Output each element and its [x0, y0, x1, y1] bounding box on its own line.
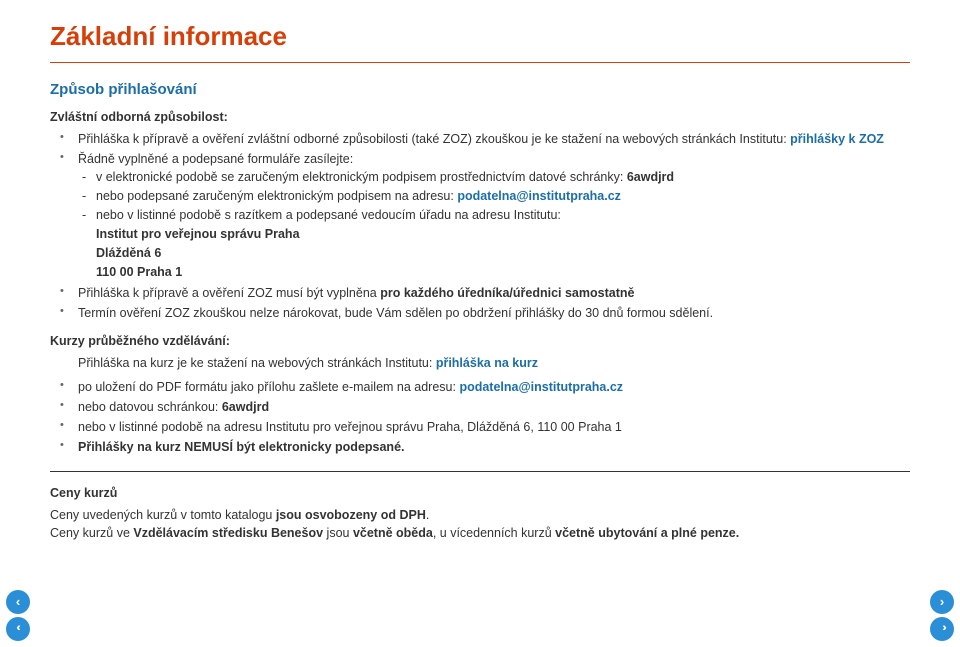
text: Přihláška k přípravě a ověření zvláštní … — [78, 132, 790, 146]
text: nebo v listinné podobě na adresu Institu… — [78, 420, 622, 434]
text: Ceny kurzů ve — [50, 526, 133, 540]
text-bold: včetně oběda — [353, 526, 433, 540]
ceny-line2: Ceny kurzů ve Vzdělávacím středisku Bene… — [50, 524, 910, 542]
zoz-link[interactable]: přihlášky k ZOZ — [790, 132, 884, 146]
text: Termín ověření ZOZ zkouškou nelze nároko… — [78, 306, 713, 320]
nav-prev-group: ‹ ‹‹ — [6, 587, 30, 641]
text-bold: Přihlášky na kurz NEMUSÍ být elektronick… — [78, 440, 405, 454]
text: po uložení do PDF formátu jako přílohu z… — [78, 380, 459, 394]
list-item: nebo v listinné podobě s razítkem a pode… — [96, 206, 910, 282]
text-bold: pro každého úředníka/úřednici samostatně — [380, 286, 634, 300]
text-bold: Vzdělávacím středisku Benešov — [133, 526, 323, 540]
list-item: po uložení do PDF formátu jako přílohu z… — [78, 378, 910, 396]
text: Přihláška k přípravě a ověření ZOZ musí … — [78, 286, 380, 300]
text: nebo v listinné podobě s razítkem a pode… — [96, 208, 561, 222]
text: Ceny uvedených kurzů v tomto katalogu — [50, 508, 276, 522]
prev-button[interactable]: ‹ — [6, 590, 30, 614]
section-heading: Způsob přihlašování — [50, 79, 910, 101]
page-title: Základní informace — [50, 18, 910, 56]
kurzy-intro: Přihláška na kurz je ke stažení na webov… — [50, 354, 910, 372]
data-box-id: 6awdjrd — [222, 400, 269, 414]
dash-list: v elektronické podobě se zaručeným elekt… — [78, 168, 910, 282]
kurzy-heading: Kurzy průběžného vzdělávání: — [50, 332, 910, 350]
text-bold: včetně ubytování a plné penze. — [555, 526, 739, 540]
zoz-list: Přihláška k přípravě a ověření zvláštní … — [50, 130, 910, 322]
zoz-heading: Zvláštní odborná způsobilost: — [50, 108, 910, 126]
text: v elektronické podobě se zaručeným elekt… — [96, 170, 627, 184]
text-bold: jsou osvobozeny od DPH — [276, 508, 426, 522]
list-item: Přihlášky na kurz NEMUSÍ být elektronick… — [78, 438, 910, 456]
list-item: Termín ověření ZOZ zkouškou nelze nároko… — [78, 304, 910, 322]
ceny-heading: Ceny kurzů — [50, 484, 910, 502]
next-button[interactable]: › — [930, 590, 954, 614]
email-link[interactable]: podatelna@institutpraha.cz — [459, 380, 623, 394]
text: jsou — [323, 526, 353, 540]
list-item: nebo datovou schránkou: 6awdjrd — [78, 398, 910, 416]
list-item: Řádně vyplněné a podepsané formuláře zas… — [78, 150, 910, 282]
text: , u vícedenních kurzů — [433, 526, 555, 540]
text: Přihláška na kurz je ke stažení na webov… — [78, 356, 436, 370]
text: Řádně vyplněné a podepsané formuláře zas… — [78, 152, 353, 166]
nav-next-group: › ›› — [930, 587, 954, 641]
email-link[interactable]: podatelna@institutpraha.cz — [457, 189, 621, 203]
address-line: Institut pro veřejnou správu Praha — [96, 225, 910, 243]
kurz-link[interactable]: přihláška na kurz — [436, 356, 538, 370]
section-divider — [50, 471, 910, 472]
list-item: Přihláška k přípravě a ověření ZOZ musí … — [78, 284, 910, 302]
address-line: 110 00 Praha 1 — [96, 263, 910, 281]
list-item: v elektronické podobě se zaručeným elekt… — [96, 168, 910, 186]
list-item: nebo podepsané zaručeným elektronickým p… — [96, 187, 910, 205]
kurzy-list: po uložení do PDF formátu jako přílohu z… — [50, 378, 910, 457]
address-line: Dlážděná 6 — [96, 244, 910, 262]
text: nebo datovou schránkou: — [78, 400, 222, 414]
last-button[interactable]: ›› — [930, 617, 954, 641]
list-item: Přihláška k přípravě a ověření zvláštní … — [78, 130, 910, 148]
first-button[interactable]: ‹‹ — [6, 617, 30, 641]
list-item: nebo v listinné podobě na adresu Institu… — [78, 418, 910, 436]
text: nebo podepsané zaručeným elektronickým p… — [96, 189, 457, 203]
data-box-id: 6awdjrd — [627, 170, 674, 184]
text: . — [426, 508, 429, 522]
title-rule — [50, 62, 910, 63]
ceny-line1: Ceny uvedených kurzů v tomto katalogu js… — [50, 506, 910, 524]
